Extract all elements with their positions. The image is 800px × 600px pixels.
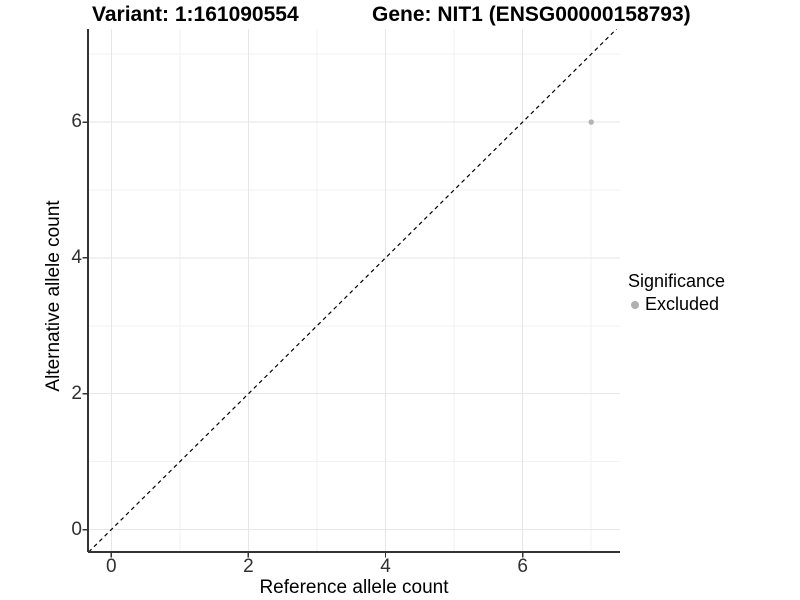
y-tick-label: 2 [71,382,82,404]
x-tick-label: 2 [243,556,254,577]
legend-item-label: Excluded [645,294,720,314]
data-point [588,119,594,125]
x-axis-title: Reference allele count [259,577,449,598]
x-tick-label: 4 [380,556,391,577]
identity-dashed-line [88,29,617,553]
legend-point-swatch-icon [631,300,639,309]
x-tick-label: 0 [106,556,117,577]
legend-item-excluded: Excluded [628,294,725,315]
y-axis-title: Alternative allele count [43,200,64,392]
y-tick-label: 6 [71,111,82,133]
legend-title: Significance [628,271,726,291]
y-tick-label: 0 [71,518,82,540]
x-tick-label: 6 [517,556,528,577]
plot-title-gene: Gene: NIT1 (ENSG00000158793) [372,3,691,26]
y-tick-label: 4 [71,246,82,268]
legend: Significance Excluded [628,271,725,315]
plot-title-variant: Variant: 1:161090554 [92,3,299,26]
plot-panel [82,29,620,558]
